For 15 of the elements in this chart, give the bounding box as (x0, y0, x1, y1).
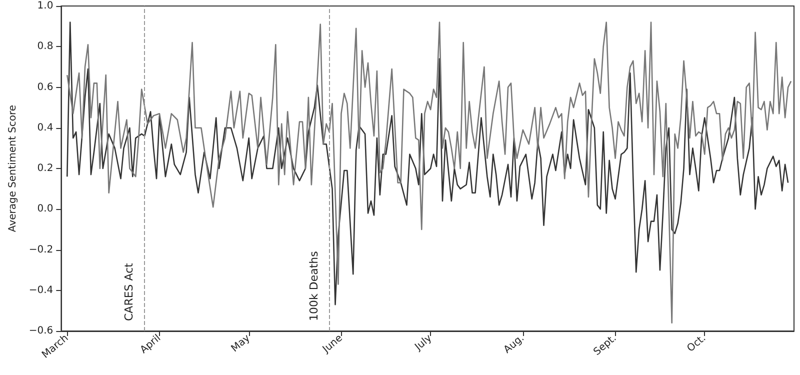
y-tick-label: 0.2 (37, 163, 54, 174)
x-tick-label: Oct. (685, 332, 708, 354)
ref-line-label: CARES Act (122, 262, 136, 321)
y-tick-label: 0.6 (37, 82, 54, 93)
y-tick-label: 0.0 (37, 204, 54, 215)
y-tick-label: −0.2 (28, 244, 54, 256)
x-tick-label: Aug. (502, 332, 526, 356)
y-tick-label: 1.0 (37, 0, 54, 12)
y-tick-label: −0.4 (28, 284, 54, 296)
y-tick-label: −0.6 (28, 326, 54, 336)
y-tick-label: 0.8 (37, 41, 54, 52)
x-tick-label: May (229, 332, 252, 355)
y-axis-title: Average Sentiment Score (8, 104, 18, 232)
y-tick-label: 0.4 (37, 122, 54, 134)
ref-line-label: 100k Deaths (307, 250, 320, 321)
